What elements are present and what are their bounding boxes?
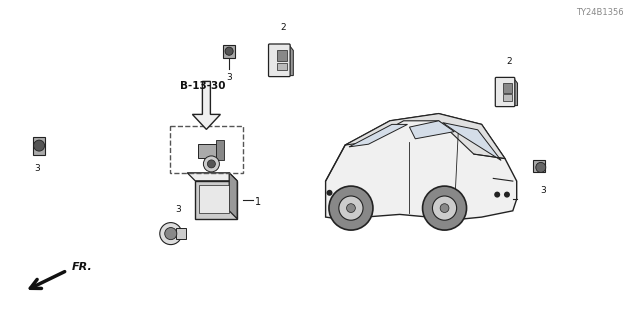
- Circle shape: [504, 192, 510, 198]
- Polygon shape: [345, 114, 505, 159]
- Text: 2: 2: [281, 23, 286, 32]
- FancyBboxPatch shape: [269, 44, 290, 76]
- Polygon shape: [187, 173, 237, 181]
- Circle shape: [207, 160, 216, 168]
- Circle shape: [204, 156, 220, 172]
- Text: 1: 1: [255, 197, 261, 207]
- Text: 3: 3: [227, 73, 232, 82]
- Bar: [176, 228, 186, 239]
- Circle shape: [329, 186, 373, 230]
- Bar: [223, 45, 236, 58]
- Circle shape: [164, 228, 177, 240]
- Bar: [503, 83, 512, 93]
- Text: TY24B1356: TY24B1356: [577, 8, 624, 17]
- Polygon shape: [326, 114, 516, 220]
- Polygon shape: [349, 124, 408, 147]
- Circle shape: [494, 192, 500, 198]
- Text: B-13-30: B-13-30: [180, 81, 226, 92]
- Text: 3: 3: [35, 164, 40, 172]
- Bar: [170, 126, 243, 173]
- FancyBboxPatch shape: [495, 77, 515, 107]
- Bar: [198, 144, 216, 158]
- Text: FR.: FR.: [72, 262, 93, 272]
- Circle shape: [225, 47, 233, 55]
- Text: 2: 2: [506, 57, 511, 66]
- Circle shape: [326, 190, 333, 196]
- Polygon shape: [229, 173, 237, 219]
- Circle shape: [34, 140, 45, 151]
- Circle shape: [433, 196, 457, 220]
- Polygon shape: [514, 78, 518, 106]
- Polygon shape: [410, 121, 454, 139]
- Bar: [199, 185, 229, 213]
- Polygon shape: [289, 45, 293, 76]
- Polygon shape: [193, 81, 220, 129]
- Circle shape: [160, 223, 182, 244]
- Circle shape: [339, 196, 363, 220]
- Circle shape: [536, 163, 546, 172]
- Bar: [33, 137, 45, 155]
- Bar: [532, 160, 545, 172]
- Circle shape: [440, 204, 449, 212]
- Bar: [277, 51, 287, 61]
- Circle shape: [422, 186, 467, 230]
- Polygon shape: [443, 123, 501, 160]
- Circle shape: [346, 204, 355, 212]
- Text: 3: 3: [540, 186, 546, 196]
- Text: 3: 3: [175, 204, 181, 214]
- Bar: [216, 140, 225, 160]
- Bar: [503, 94, 512, 101]
- Bar: [277, 63, 287, 70]
- Polygon shape: [195, 181, 237, 219]
